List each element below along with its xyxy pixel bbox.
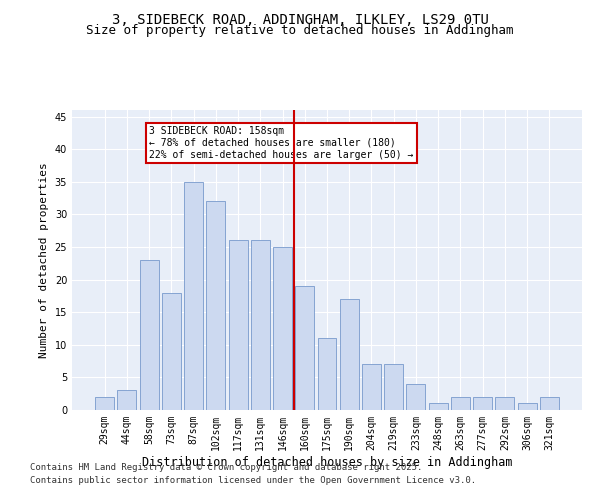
Bar: [451, 397, 470, 410]
Bar: [317, 338, 337, 410]
Bar: [184, 182, 203, 410]
X-axis label: Distribution of detached houses by size in Addingham: Distribution of detached houses by size …: [142, 456, 512, 468]
Text: Size of property relative to detached houses in Addingham: Size of property relative to detached ho…: [86, 24, 514, 37]
Bar: [362, 364, 381, 410]
Bar: [118, 390, 136, 410]
Bar: [384, 364, 403, 410]
Bar: [140, 260, 158, 410]
Bar: [496, 397, 514, 410]
Bar: [406, 384, 425, 410]
Bar: [95, 397, 114, 410]
Text: Contains HM Land Registry data © Crown copyright and database right 2025.: Contains HM Land Registry data © Crown c…: [30, 464, 422, 472]
Text: Contains public sector information licensed under the Open Government Licence v3: Contains public sector information licen…: [30, 476, 476, 485]
Bar: [206, 202, 225, 410]
Text: 3, SIDEBECK ROAD, ADDINGHAM, ILKLEY, LS29 0TU: 3, SIDEBECK ROAD, ADDINGHAM, ILKLEY, LS2…: [112, 12, 488, 26]
Bar: [340, 299, 359, 410]
Bar: [229, 240, 248, 410]
Bar: [251, 240, 270, 410]
Bar: [429, 404, 448, 410]
Bar: [518, 404, 536, 410]
Bar: [162, 292, 181, 410]
Bar: [295, 286, 314, 410]
Text: 3 SIDEBECK ROAD: 158sqm
← 78% of detached houses are smaller (180)
22% of semi-d: 3 SIDEBECK ROAD: 158sqm ← 78% of detache…: [149, 126, 413, 160]
Y-axis label: Number of detached properties: Number of detached properties: [39, 162, 49, 358]
Bar: [473, 397, 492, 410]
Bar: [273, 247, 292, 410]
Bar: [540, 397, 559, 410]
